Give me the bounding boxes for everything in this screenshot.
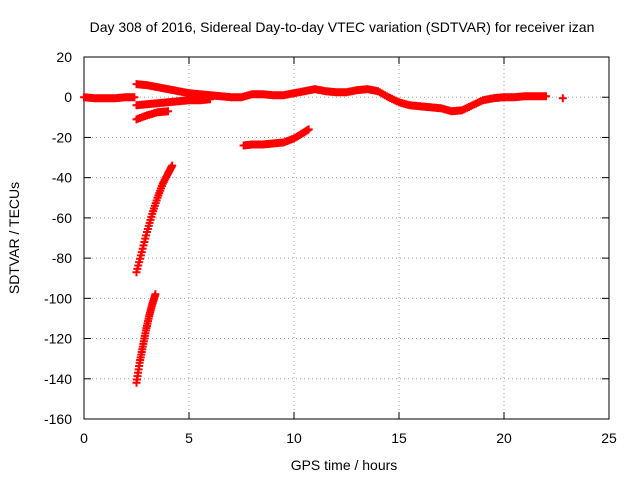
y-axis-label: SDTVAR / TECUs <box>6 182 22 294</box>
data-series <box>80 80 567 387</box>
x-tick-label: 20 <box>496 430 512 446</box>
data-point <box>168 161 177 170</box>
y-tick-label: 0 <box>64 89 72 105</box>
x-axis-label: GPS time / hours <box>291 457 398 473</box>
data-point <box>130 93 139 102</box>
data-point <box>151 290 160 299</box>
y-tick-label: 20 <box>56 49 72 65</box>
data-point <box>304 125 313 134</box>
x-tick-label: 25 <box>601 430 617 446</box>
data-point <box>164 107 172 116</box>
y-tick-labels: -160 -140 -120 -100 -80 -60 -40 -20 0 20 <box>44 49 72 427</box>
data-point <box>542 92 550 101</box>
y-tick-label: -80 <box>52 250 72 266</box>
axis-ticks <box>83 56 610 420</box>
chart-title: Day 308 of 2016, Sidereal Day-to-day VTE… <box>90 19 595 35</box>
data-point <box>206 95 214 104</box>
x-tick-label: 5 <box>185 430 193 446</box>
y-tick-label: -60 <box>52 210 72 226</box>
y-tick-label: -100 <box>44 290 72 306</box>
x-tick-labels: 0 5 10 15 20 25 <box>80 430 617 446</box>
x-tick-label: 0 <box>80 430 88 446</box>
data-point <box>558 94 567 103</box>
x-tick-label: 10 <box>286 430 302 446</box>
y-tick-label: -160 <box>44 411 72 427</box>
y-tick-label: -20 <box>52 129 72 145</box>
y-tick-label: -120 <box>44 331 72 347</box>
x-tick-label: 15 <box>391 430 407 446</box>
grid-lines <box>84 57 609 419</box>
y-tick-label: -140 <box>44 371 72 387</box>
y-tick-label: -40 <box>52 170 72 186</box>
plot-frame <box>83 56 610 420</box>
